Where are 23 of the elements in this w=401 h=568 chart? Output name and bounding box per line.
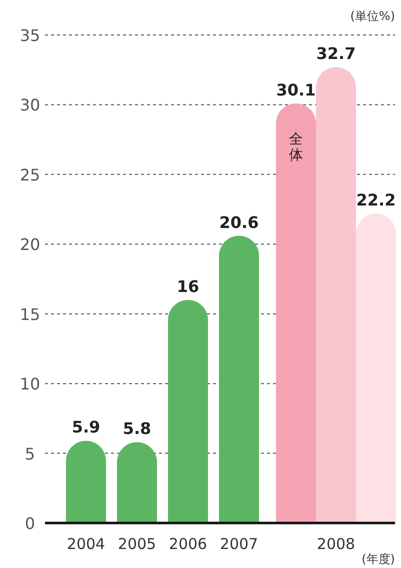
x-axis-title: (年度) [362,552,395,566]
x-tick-label: 全体 [289,131,303,164]
text: 2008 [316,535,356,553]
y-tick-label: 30 [20,96,40,115]
data-label: 22.2 [356,190,396,210]
y-tick-label: 35 [20,26,40,45]
y-tick-label: 25 [20,165,40,184]
x-tick-label: 2004 [66,535,106,553]
y-tick-label: 5 [24,444,36,464]
data-label: 30.1 [276,80,316,100]
data-label: 20.6 [219,212,259,232]
y-tick-label: 0 [24,514,36,533]
x-tick-label: 2007 [220,535,258,553]
data-label: 5.8 [122,419,152,438]
data-label: 16 [176,276,200,296]
data-label: 5.9 [72,418,100,437]
y-tick-label: 10 [20,374,40,394]
data-label: 32.7 [316,44,356,64]
x-tick-label: 2006 [168,535,208,553]
y-axis-title: (単位%) [350,9,395,23]
y-tick-label: 15 [20,304,40,324]
x-tick-label: 2005 [118,535,156,553]
y-tick-label: 20 [20,235,40,254]
